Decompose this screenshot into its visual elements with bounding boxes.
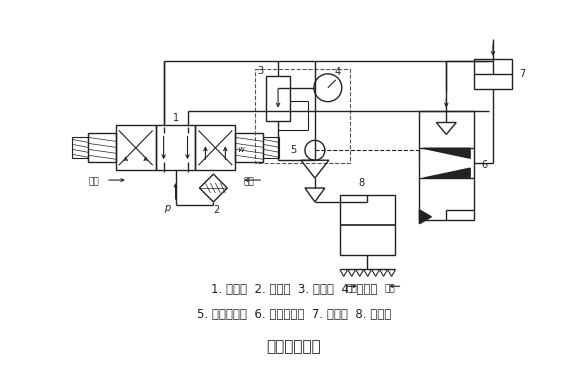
Bar <box>266 76 290 120</box>
Text: 2: 2 <box>213 205 220 215</box>
Polygon shape <box>419 210 431 224</box>
Bar <box>474 59 512 89</box>
Text: 1: 1 <box>173 112 178 123</box>
Bar <box>156 125 195 170</box>
Text: w: w <box>237 145 244 154</box>
Bar <box>340 195 394 255</box>
Text: 8: 8 <box>359 178 365 188</box>
Polygon shape <box>423 168 470 178</box>
Text: 6: 6 <box>481 160 487 170</box>
Bar <box>235 133 263 162</box>
Text: p: p <box>164 203 171 213</box>
Bar <box>419 110 474 220</box>
Text: 1. 换向阀  2. 消声器  3. 减压阀  4. 压力表: 1. 换向阀 2. 消声器 3. 减压阀 4. 压力表 <box>211 283 377 296</box>
Bar <box>263 138 279 158</box>
Text: 卡紧: 卡紧 <box>346 285 357 294</box>
Text: 松开: 松开 <box>384 285 395 294</box>
Text: 松开: 松开 <box>89 178 99 187</box>
Bar <box>88 133 116 162</box>
Text: 5. 快速放气阀  6. 气液增压器  7. 储油器  8. 液压缸: 5. 快速放气阀 6. 气液增压器 7. 储油器 8. 液压缸 <box>197 307 391 320</box>
Polygon shape <box>423 148 470 158</box>
Text: 7: 7 <box>519 69 525 79</box>
Text: 3: 3 <box>257 66 263 76</box>
Bar <box>255 69 350 163</box>
Text: 卡紧: 卡紧 <box>244 178 255 187</box>
Bar <box>116 125 156 170</box>
Text: 夹具系统回路: 夹具系统回路 <box>266 339 321 354</box>
Bar <box>72 138 88 158</box>
Bar <box>195 125 235 170</box>
Text: 4: 4 <box>335 67 341 77</box>
Text: 5: 5 <box>290 145 296 155</box>
